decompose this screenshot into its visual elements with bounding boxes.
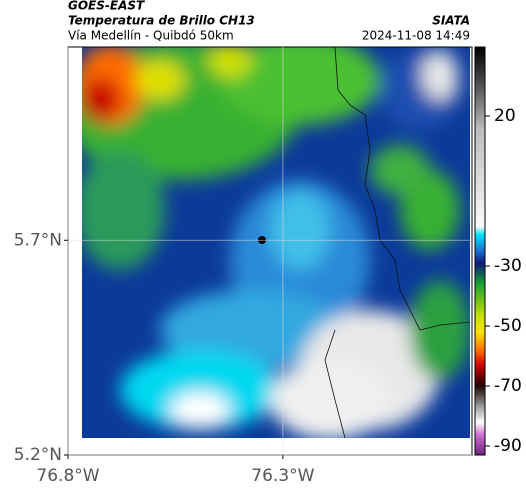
colorbar-tick-label: -70: [494, 376, 522, 396]
region: Vía Medellín - Quibdó 50km: [68, 29, 234, 43]
y-tick-label: 5.2°N: [14, 445, 62, 465]
y-tick-label: 5.7°N: [14, 230, 62, 250]
colorbar-tick-label: -30: [494, 256, 522, 276]
colorbar-tick-label: -50: [494, 316, 522, 336]
satellite-image: [82, 47, 470, 438]
timestamp: 2024-11-08 14:49: [362, 29, 470, 43]
title: GOES-EAST: [68, 0, 145, 13]
colorbar-tick-label: 20: [494, 106, 516, 126]
source: SIATA: [432, 14, 470, 28]
x-tick-label: 76.3°W: [251, 466, 314, 486]
subtitle: Temperatura de Brillo CH13: [68, 14, 255, 28]
x-tick-label: 76.8°W: [36, 466, 99, 486]
colorbar: [474, 46, 486, 456]
colorbar-tick-label: -90: [494, 436, 522, 456]
